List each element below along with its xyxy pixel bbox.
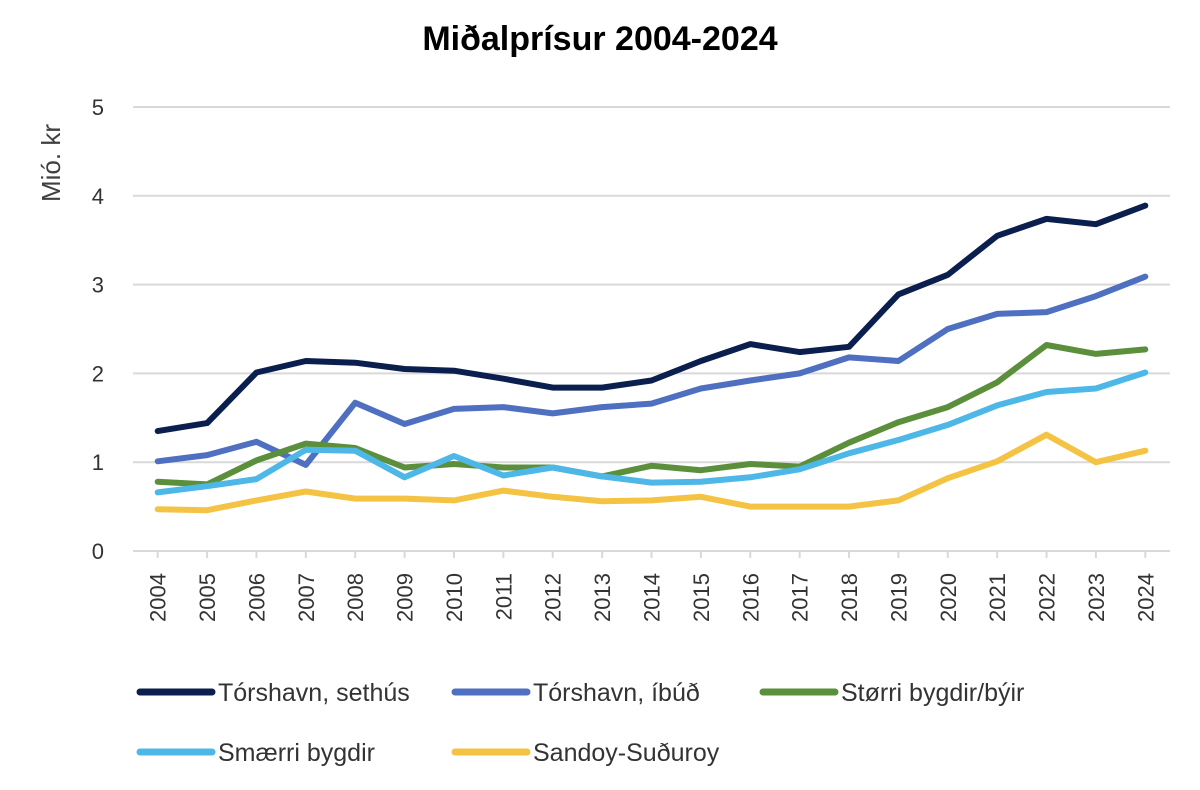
x-tick-label: 2017	[788, 573, 813, 622]
x-tick-label: 2008	[343, 573, 368, 622]
y-tick-label: 2	[92, 361, 104, 386]
series-line-1	[154, 273, 1149, 468]
legend-label-3: Smærri bygdir	[218, 739, 375, 767]
x-tick-label: 2021	[985, 573, 1010, 622]
x-tick-label: 2014	[640, 573, 665, 622]
x-tick-label: 2010	[442, 573, 467, 622]
y-axis-label: Mió. kr	[36, 124, 66, 202]
legend-label-1: Tórshavn, íbúð	[533, 679, 700, 707]
x-tick-label: 2016	[738, 573, 763, 622]
x-tick-label: 2006	[244, 573, 269, 622]
y-tick-label: 1	[92, 450, 104, 475]
legend-label-2: Størri bygdir/býir	[841, 679, 1024, 707]
x-tick-label: 2012	[541, 573, 566, 622]
x-axis-ticks: 2004 2005 2006 2007 2008 2009 2010 2011 2012 2013…	[146, 551, 1158, 622]
x-tick-label: 2011	[491, 573, 516, 620]
chart-title: Miðalprísur 2004-2024	[422, 20, 777, 58]
legend: Tórshavn, sethús Tórshavn, íbúð Størri byg…	[136, 679, 1024, 767]
legend-label-4: Sandoy-Suðuroy	[533, 739, 720, 767]
x-tick-label: 2018	[837, 573, 862, 622]
x-tick-label: 2007	[294, 573, 319, 622]
x-tick-label: 2023	[1084, 573, 1109, 622]
x-tick-label: 2005	[195, 573, 220, 622]
x-tick-label: 2022	[1035, 573, 1060, 622]
y-axis-ticks: 0 1 2 3 4 5	[92, 95, 104, 564]
series-line-3	[154, 369, 1149, 496]
y-tick-label: 0	[92, 539, 104, 564]
y-tick-label: 5	[92, 95, 104, 120]
x-tick-label: 2009	[393, 573, 418, 622]
y-tick-label: 3	[92, 273, 104, 298]
series-lines	[154, 202, 1149, 514]
x-tick-label: 2015	[689, 573, 714, 622]
x-tick-label: 2004	[146, 573, 171, 622]
x-tick-label: 2013	[590, 573, 615, 622]
y-tick-label: 4	[92, 184, 104, 209]
x-tick-label: 2020	[936, 573, 961, 622]
x-tick-label: 2024	[1133, 573, 1158, 622]
series-line-2	[154, 342, 1149, 488]
series-line-0	[154, 202, 1149, 435]
legend-label-0: Tórshavn, sethús	[218, 679, 410, 707]
series-line-4	[154, 431, 1149, 514]
x-tick-label: 2019	[886, 573, 911, 622]
